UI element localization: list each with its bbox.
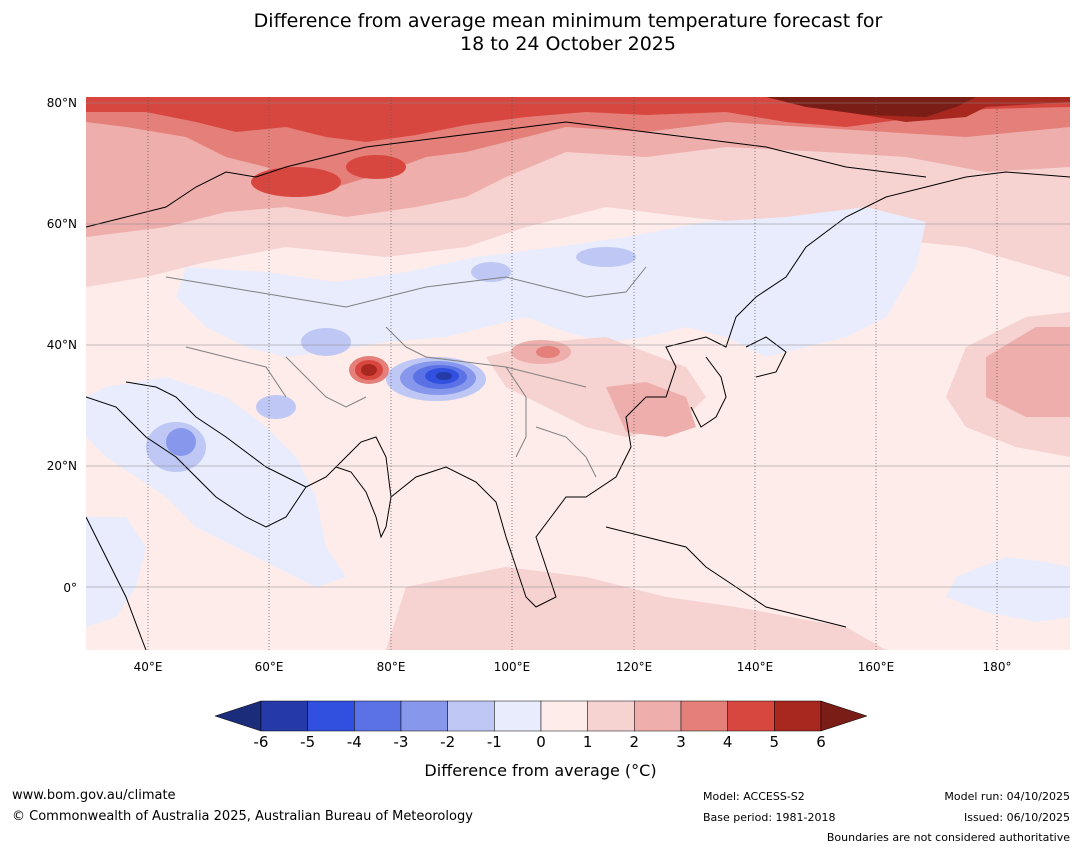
colorbar-bin [587,700,635,732]
map-title: Difference from average mean minimum tem… [0,10,1081,56]
colorbar-tick-label: -4 [346,733,362,751]
lon-label-160e: 160°E [857,660,895,674]
warm-region-north-6 [586,97,976,117]
warm-spot-urals [346,155,406,179]
colorbar-bin [307,700,355,732]
cold-core-tibet-5 [436,372,452,380]
copyright-text: © Commonwealth of Australia 2025, Austra… [12,809,473,824]
lon-label-80e: 80°E [376,660,406,674]
colorbar-tick-label: -1 [486,733,502,751]
colorbar-bin [494,700,542,732]
issued-text: Issued: 06/10/2025 [963,811,1070,824]
cool-region-arabia [86,377,346,587]
cool-spot-lake-baikal [576,247,636,267]
warm-region-east-china [606,382,696,437]
colorbar-tick-label: -5 [300,733,316,751]
cool-spot-tajikistan [301,328,351,356]
colorbar-tick-label: 2 [629,733,640,751]
colorbar-bin [260,700,308,732]
colorbar-bin [354,700,402,732]
longitude-gridlines [147,97,998,650]
lat-label-40n: 40°N [46,338,77,352]
lat-label-80n: 80°N [46,96,77,110]
model-text: Model: ACCESS-S2 [703,790,805,803]
model-run-text: Model run: 04/10/2025 [944,790,1070,803]
colorbar-tick-label: 1 [582,733,593,751]
lon-label-180: 180° [982,660,1012,674]
warm-spot-scandinavia [251,167,341,197]
colorbar-bin [774,700,822,732]
colorbar-bin [680,700,728,732]
colorbar-tick-label: 0 [536,733,546,751]
warm-region-maritime [386,567,886,650]
lon-label-40e: 40°E [133,660,163,674]
cool-spot-iran [256,395,296,419]
coastlines [86,121,1070,650]
warm-core-karakoram-3 [361,364,377,376]
cool-region-africa [86,517,146,627]
cool-spot-mongolia [471,262,511,282]
forecast-map [86,97,1070,650]
website-link[interactable]: www.bom.gov.au/climate [12,788,176,803]
colorbar-tick-label: -3 [393,733,409,751]
colorbar-tick-label: 4 [722,733,733,751]
cool-region-central-asia [176,207,926,357]
map-svg [86,97,1070,650]
cool-spot-arabia-2 [166,428,196,456]
colorbar-bin [540,700,588,732]
colorbar-tick-label: -2 [440,733,456,751]
colorbar-bin [400,700,448,732]
colorbar-bin [447,700,495,732]
colorbar-bin [634,700,682,732]
colorbar-tick-label: 6 [816,733,826,751]
lon-label-120e: 120°E [615,660,653,674]
latitude-gridlines [86,102,1070,588]
lat-label-20n: 20°N [46,459,77,473]
lon-label-140e: 140°E [736,660,774,674]
colorbar-bins [260,700,822,732]
lat-label-60n: 60°N [46,217,77,231]
boundaries-note: Boundaries are not considered authoritat… [826,831,1070,844]
colorbar-tick-label: 3 [676,733,686,751]
title-line-2: 18 to 24 October 2025 [460,33,676,55]
base-period-text: Base period: 1981-2018 [703,811,836,824]
colorbar [215,700,867,732]
colorbar-tick-label: 5 [769,733,780,751]
warm-spot-north-china-2 [536,346,560,358]
lon-label-60e: 60°E [254,660,284,674]
warm-region-pacific-2 [986,327,1070,417]
colorbar-label: Difference from average (°C) [424,761,657,780]
title-line-1: Difference from average mean minimum tem… [253,10,883,32]
colorbar-bin [727,700,775,732]
colorbar-over-triangle [820,700,867,732]
lon-label-100e: 100°E [493,660,531,674]
colorbar-tick-label: -6 [253,733,269,751]
colorbar-under-triangle [215,700,262,732]
cool-region-pacific [946,557,1070,622]
country-borders [165,266,647,478]
lat-label-0: 0° [63,581,77,595]
